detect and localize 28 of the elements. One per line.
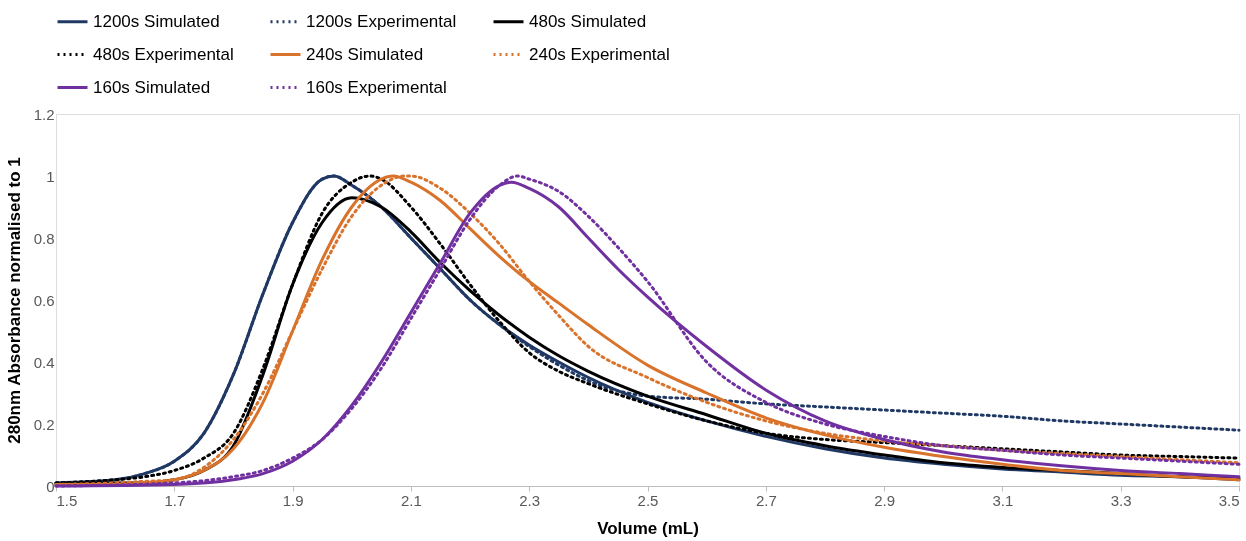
legend-label: 160s Simulated — [93, 77, 211, 97]
x-tick-label: 3.5 — [1218, 491, 1240, 509]
y-axis-title: 280nm Absorbance normalised to 1 — [4, 157, 24, 444]
legend-label: 240s Simulated — [306, 44, 424, 64]
y-tick-label: 1.2 — [33, 105, 55, 123]
legend-label: 1200s Simulated — [93, 11, 220, 31]
legend-label: 480s Experimental — [93, 44, 234, 64]
legend-label: 240s Experimental — [529, 44, 670, 64]
x-tick-label: 3.1 — [992, 491, 1014, 509]
x-tick-label: 2.9 — [874, 491, 896, 509]
x-tick-label: 1.5 — [56, 491, 78, 509]
y-tick-label: 1 — [46, 167, 55, 185]
y-tick-label: 0.2 — [33, 415, 55, 433]
x-axis-title: Volume (mL) — [597, 518, 699, 538]
x-tick-label: 2.7 — [755, 491, 777, 509]
y-tick-label: 0.4 — [33, 353, 55, 371]
x-tick-label: 2.5 — [637, 491, 659, 509]
legend-label: 480s Simulated — [529, 11, 647, 31]
legend-label: 160s Experimental — [306, 77, 447, 97]
x-tick-label: 2.1 — [400, 491, 422, 509]
x-tick-label: 1.7 — [164, 491, 186, 509]
x-tick-label: 3.3 — [1110, 491, 1132, 509]
y-tick-label: 0.6 — [33, 291, 55, 309]
y-tick-label: 0.8 — [33, 229, 55, 247]
x-tick-label: 2.3 — [519, 491, 541, 509]
legend-label: 1200s Experimental — [306, 11, 457, 31]
y-tick-label: 0 — [46, 477, 55, 495]
x-tick-label: 1.9 — [282, 491, 304, 509]
